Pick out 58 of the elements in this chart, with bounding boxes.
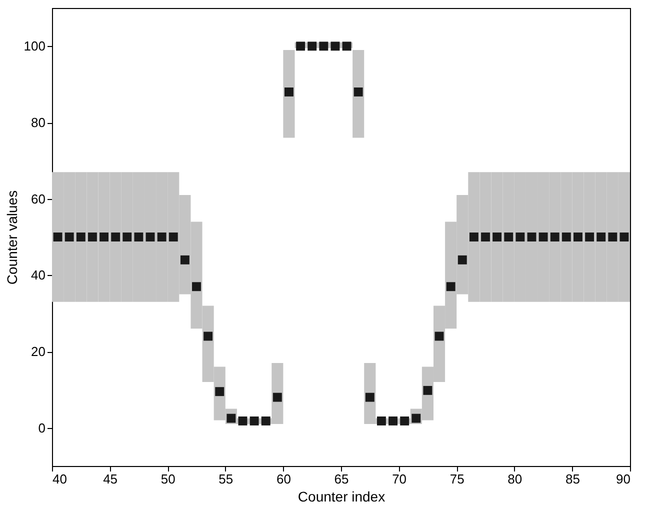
x-axis-title: Counter index [298, 488, 386, 504]
point [481, 232, 490, 242]
point [88, 232, 97, 242]
point [504, 232, 514, 242]
point [596, 232, 606, 242]
point [180, 255, 190, 264]
point [157, 232, 166, 242]
point [469, 232, 478, 242]
x-tick-label: 40 [52, 472, 67, 486]
point [53, 232, 62, 242]
y-axis-title: Counter values [4, 190, 20, 285]
point [168, 232, 178, 242]
point [354, 87, 363, 96]
x-tick-label: 75 [450, 472, 464, 486]
point [608, 232, 618, 242]
y-tick-label: 40 [31, 268, 46, 283]
x-tick-label: 45 [103, 472, 118, 486]
x-tick-label: 50 [160, 472, 176, 486]
point [272, 392, 282, 402]
point [538, 232, 548, 242]
point [516, 232, 525, 242]
x-tick-label: 85 [565, 472, 580, 486]
x-tick-label: 80 [508, 472, 522, 486]
point [284, 87, 294, 96]
y-tick-label: 60 [31, 191, 46, 206]
point [64, 232, 74, 242]
y-tick-label: 20 [31, 344, 46, 359]
y-tick-label: 100 [24, 38, 46, 54]
y-tick-label: 80 [31, 115, 46, 130]
point [111, 232, 120, 242]
x-tick-label: 90 [616, 472, 630, 486]
y-tick-label: 0 [38, 420, 46, 436]
point [446, 282, 456, 292]
point [226, 414, 236, 423]
point [458, 255, 467, 264]
point [100, 232, 108, 242]
point [204, 332, 213, 341]
point [412, 414, 421, 423]
x-tick-label: 65 [334, 472, 349, 486]
point [122, 232, 132, 242]
point [146, 232, 155, 242]
point [76, 232, 86, 242]
point [527, 232, 536, 242]
x-tick-label: 70 [392, 472, 407, 486]
point [423, 386, 432, 395]
point [365, 392, 374, 402]
point [192, 282, 201, 292]
point [550, 232, 560, 242]
x-tick-label: 60 [276, 472, 291, 486]
point [574, 232, 582, 242]
x-tick-label: 55 [218, 472, 234, 486]
point [492, 232, 502, 242]
point [620, 232, 629, 242]
point [434, 332, 444, 341]
point [562, 232, 571, 242]
point [134, 232, 144, 242]
point [215, 387, 224, 396]
point [585, 232, 594, 242]
